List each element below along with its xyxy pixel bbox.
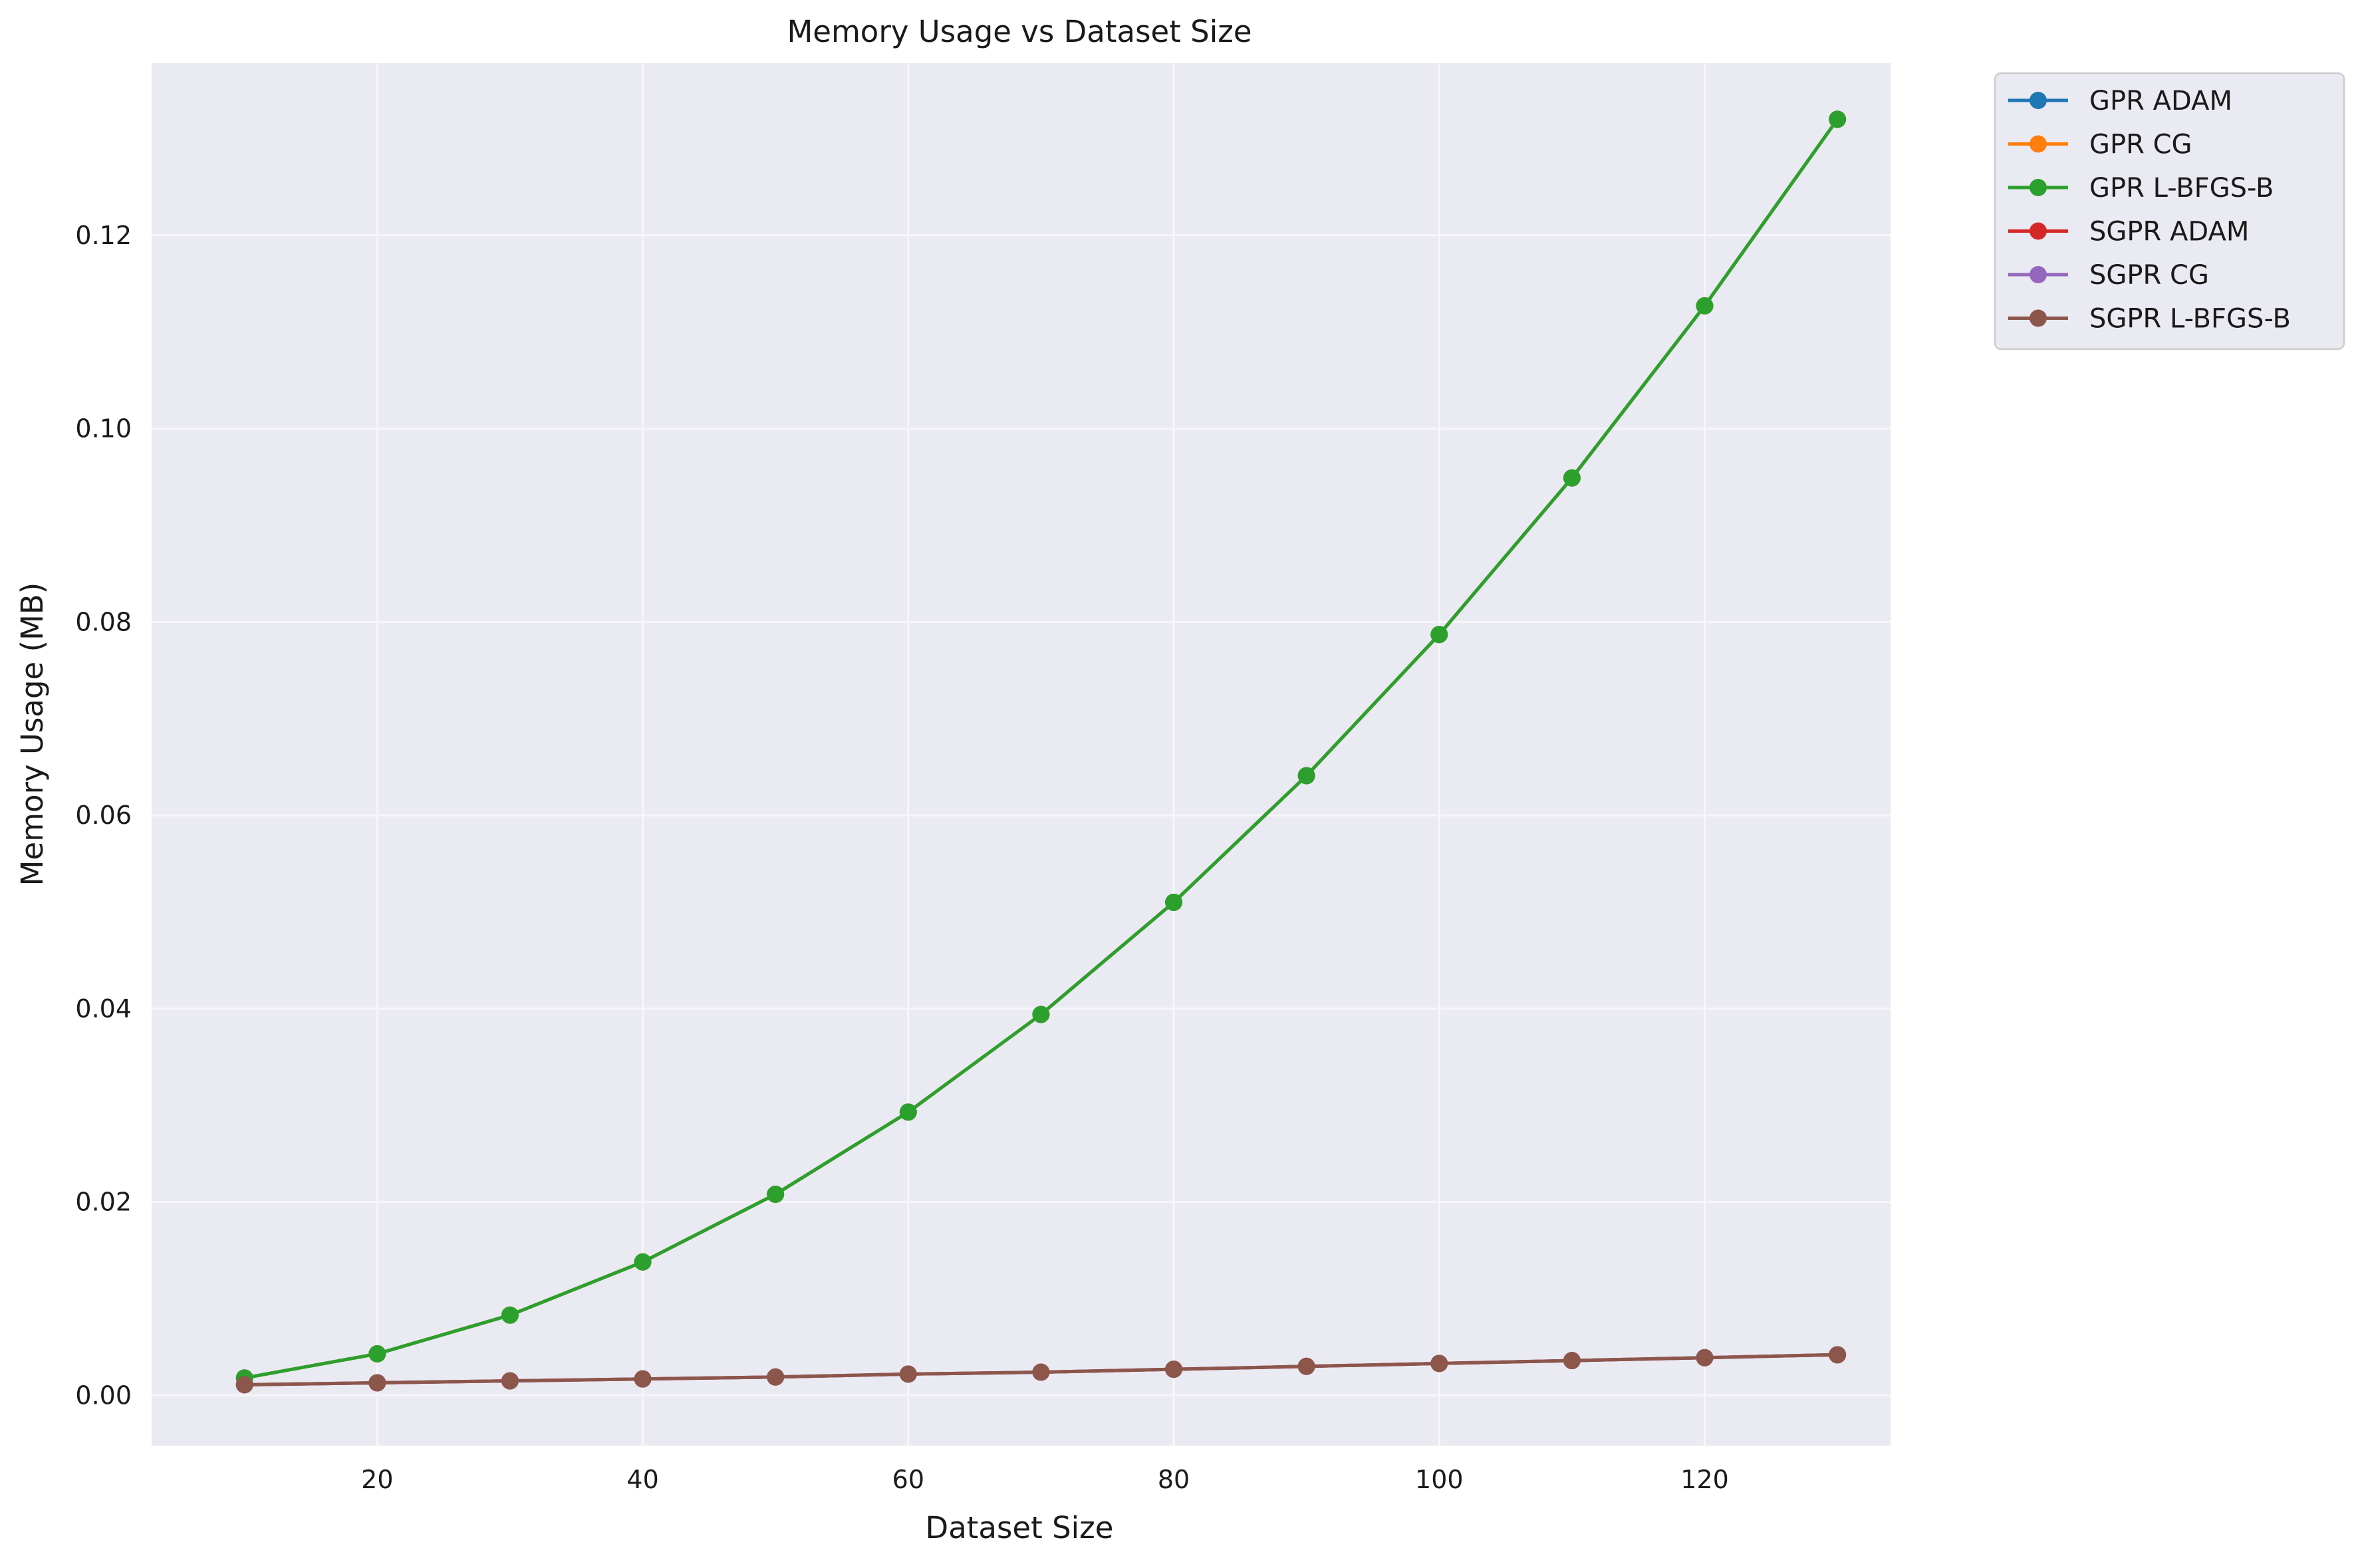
data-point-gpr-l-bfgs-b <box>501 1306 519 1324</box>
data-point-sgpr-l-bfgs-b <box>1430 1355 1448 1372</box>
data-point-gpr-l-bfgs-b <box>1829 110 1847 128</box>
data-point-gpr-l-bfgs-b <box>1032 1005 1050 1023</box>
data-point-gpr-l-bfgs-b <box>767 1186 785 1203</box>
data-point-sgpr-l-bfgs-b <box>1165 1361 1183 1378</box>
legend-label: SGPR L-BFGS-B <box>2089 304 2291 334</box>
data-point-gpr-l-bfgs-b <box>368 1345 386 1363</box>
data-point-sgpr-l-bfgs-b <box>1563 1352 1581 1370</box>
data-point-sgpr-l-bfgs-b <box>501 1372 519 1390</box>
y-tick-label: 0.00 <box>75 1380 132 1410</box>
y-tick-label: 0.04 <box>75 994 132 1023</box>
data-point-gpr-l-bfgs-b <box>634 1253 652 1271</box>
data-point-gpr-l-bfgs-b <box>1165 893 1183 911</box>
legend-item: SGPR ADAM <box>2008 217 2249 247</box>
data-point-sgpr-l-bfgs-b <box>767 1368 785 1386</box>
y-tick-label: 0.12 <box>75 221 132 250</box>
x-axis-label: Dataset Size <box>926 1510 1114 1545</box>
grid-lines <box>152 63 1891 1446</box>
legend-item: GPR ADAM <box>2008 86 2232 116</box>
series-sgpr-l-bfgs-b <box>235 1346 1847 1394</box>
legend-marker <box>2030 135 2047 153</box>
legend-marker <box>2030 92 2047 109</box>
data-point-sgpr-l-bfgs-b <box>368 1374 386 1392</box>
data-point-gpr-l-bfgs-b <box>1696 297 1714 315</box>
y-tick-label: 0.08 <box>75 607 132 636</box>
data-point-gpr-l-bfgs-b <box>1297 767 1315 785</box>
data-point-gpr-l-bfgs-b <box>1430 626 1448 644</box>
legend-label: GPR ADAM <box>2089 86 2232 116</box>
y-tick-label: 0.02 <box>75 1188 132 1217</box>
data-point-sgpr-l-bfgs-b <box>899 1365 917 1383</box>
data-point-sgpr-l-bfgs-b <box>1032 1363 1050 1381</box>
y-tick-label: 0.06 <box>75 801 132 830</box>
legend-label: SGPR CG <box>2089 260 2209 291</box>
x-tick-label: 100 <box>1415 1465 1464 1494</box>
legend-label: GPR L-BFGS-B <box>2089 173 2274 203</box>
legend-marker <box>2030 179 2047 196</box>
series-layer <box>235 110 1847 1394</box>
y-tick-label: 0.10 <box>75 414 132 444</box>
x-tick-label: 120 <box>1680 1465 1729 1494</box>
chart-title: Memory Usage vs Dataset Size <box>787 14 1251 49</box>
legend-marker <box>2030 222 2047 240</box>
legend-box <box>1994 72 2345 350</box>
data-point-sgpr-l-bfgs-b <box>1696 1349 1714 1367</box>
data-point-gpr-l-bfgs-b <box>1563 469 1581 487</box>
x-tick-label: 40 <box>626 1465 658 1494</box>
legend-item: GPR CG <box>2008 130 2192 160</box>
series-gpr-l-bfgs-b <box>235 110 1847 1387</box>
legend: GPR ADAM GPR CG GPR L-BFGS-B SGPR ADAM SGPR … <box>1994 72 2345 350</box>
data-point-gpr-l-bfgs-b <box>899 1103 917 1121</box>
legend-label: GPR CG <box>2089 130 2192 160</box>
y-axis-ticks: 0.00 0.02 0.04 0.06 0.08 0.10 0.12 <box>75 221 132 1410</box>
legend-label: SGPR ADAM <box>2089 217 2249 247</box>
data-point-sgpr-l-bfgs-b <box>1297 1357 1315 1375</box>
y-axis-label: Memory Usage (MB) <box>15 583 50 886</box>
x-tick-label: 80 <box>1158 1465 1190 1494</box>
x-tick-label: 60 <box>892 1465 924 1494</box>
legend-marker <box>2030 309 2047 327</box>
x-tick-label: 20 <box>361 1465 393 1494</box>
data-point-sgpr-l-bfgs-b <box>235 1376 253 1394</box>
x-axis-ticks: 20 40 60 80 100 120 <box>361 1465 1729 1494</box>
legend-item: SGPR CG <box>2008 260 2209 291</box>
legend-item: SGPR L-BFGS-B <box>2008 304 2291 334</box>
data-point-sgpr-l-bfgs-b <box>634 1370 652 1388</box>
legend-marker <box>2030 266 2047 283</box>
data-point-sgpr-l-bfgs-b <box>1829 1346 1847 1364</box>
legend-item: GPR L-BFGS-B <box>2008 173 2274 203</box>
plot-area <box>152 63 1891 1446</box>
